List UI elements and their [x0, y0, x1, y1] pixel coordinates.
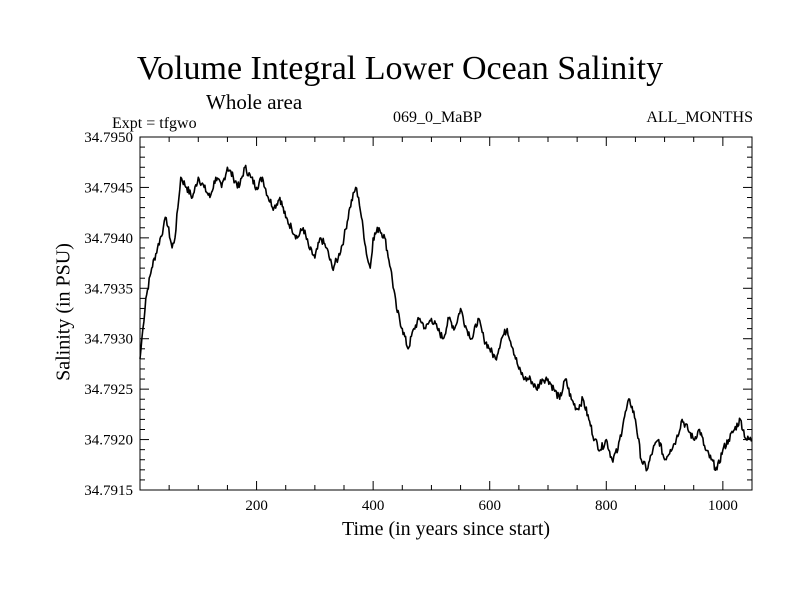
- x-axis-label: Time (in years since start): [341, 518, 551, 540]
- y-tick-label: 34.7920: [84, 433, 133, 449]
- experiment-label: Expt = tfgwo: [112, 115, 197, 132]
- plot-frame: [139, 136, 753, 491]
- salinity-series-line: [139, 164, 753, 472]
- x-tick-label: 800: [595, 498, 618, 514]
- y-tick-label: 34.7915: [84, 483, 133, 499]
- x-tick-label: 600: [478, 498, 501, 514]
- series-group: [139, 164, 753, 472]
- y-tick-label: 34.7945: [84, 180, 133, 196]
- ticks-group: 200 400 600 800 1000 34.7915 34.7920 34.7925 34.…: [84, 130, 752, 514]
- chart-title: Volume Integral Lower Ocean Salinity: [136, 50, 664, 87]
- chart-subtitle: Whole area: [206, 90, 303, 114]
- x-tick-label: 400: [362, 498, 385, 514]
- y-tick-label: 34.7935: [84, 281, 133, 297]
- y-tick-label: 34.7925: [84, 382, 133, 398]
- y-tick-label: 34.7950: [84, 130, 133, 146]
- experiment-id-label: 069_0_MaBP: [393, 109, 482, 126]
- months-label: ALL_MONTHS: [646, 109, 753, 126]
- y-tick-label: 34.7930: [84, 332, 133, 348]
- x-tick-label: 200: [245, 498, 268, 514]
- y-tick-label: 34.7940: [84, 231, 133, 247]
- x-tick-label: 1000: [708, 498, 738, 514]
